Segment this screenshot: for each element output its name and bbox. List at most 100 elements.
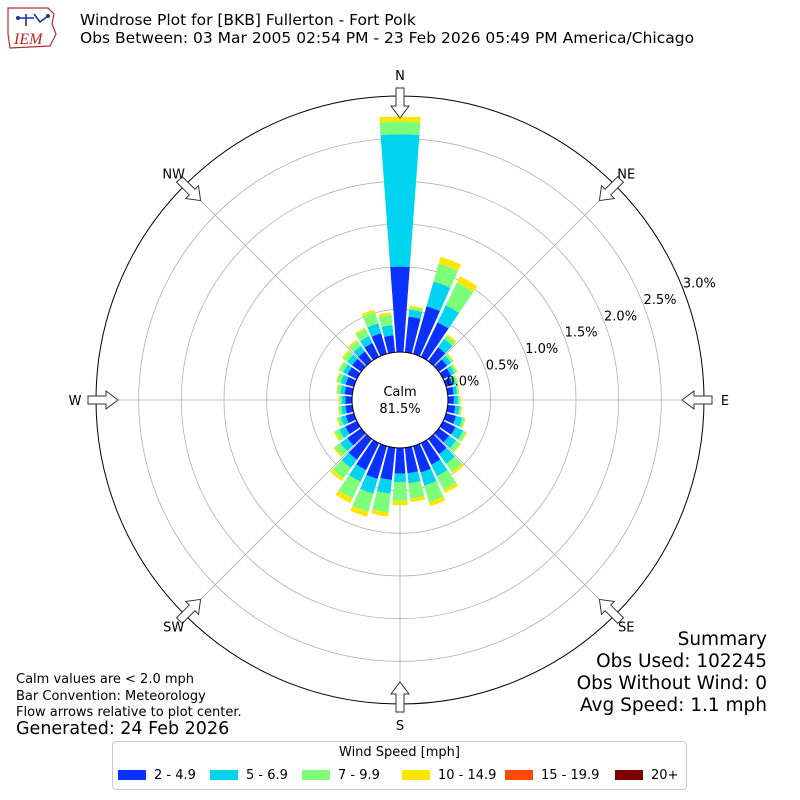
direction-label: SW <box>163 620 184 635</box>
windrose-bar-segment <box>334 443 348 457</box>
windrose-bar-segment <box>340 374 349 385</box>
windrose-bar-segment <box>450 426 464 440</box>
radial-tick-label: 1.0% <box>525 342 558 357</box>
windrose-bar-segment <box>336 384 339 394</box>
radial-tick-label: 1.5% <box>565 326 598 341</box>
radial-tick-labels: 0.0% 0.5% 1.0% 1.5% 2.0% 2.5% 3.0% <box>446 277 716 390</box>
legend-swatch <box>615 769 643 780</box>
windrose-bar-segment <box>443 482 459 494</box>
flow-arrow-icon <box>175 175 202 202</box>
windrose-bar-segment <box>439 420 456 435</box>
windrose-bar-segment <box>350 506 369 517</box>
windrose-bar-segment <box>371 509 389 517</box>
windrose-bar-segment <box>360 336 373 348</box>
windrose-bar-segment <box>431 459 448 477</box>
windrose-bar-segment <box>347 428 366 446</box>
windrose-bar-segment <box>339 361 348 373</box>
direction-label: N <box>395 69 405 84</box>
windrose-bar-segment <box>339 426 350 439</box>
windrose-bar-segment <box>458 430 467 442</box>
radial-tick-label: 2.5% <box>643 293 676 308</box>
windrose-bar-segment <box>376 477 392 494</box>
windrose-bar-segment <box>454 375 459 384</box>
windrose-bar-segment <box>348 434 372 460</box>
legend-swatch <box>118 769 146 780</box>
windrose-bar-segment <box>426 281 451 312</box>
windrose-bar-segment <box>460 432 468 442</box>
windrose-bar-segment <box>333 431 341 442</box>
legend: Wind Speed [mph] 2 - 4.9 5 - 6.9 7 - 9.9 10… <box>112 741 687 790</box>
direction-label: SE <box>618 620 634 635</box>
windrose-bar-segment <box>408 481 425 499</box>
windrose-bar-segment <box>337 406 341 416</box>
windrose-bar-segment <box>360 474 378 494</box>
calm-circle <box>351 351 449 449</box>
windrose-bar-segment <box>338 395 340 405</box>
windrose-bar-segment <box>441 355 452 366</box>
windrose-bar-segment <box>452 363 458 373</box>
windrose-bar-segment <box>381 325 394 337</box>
windrose-bar-segment <box>352 358 366 372</box>
windrose-bar-segment <box>452 463 464 475</box>
windrose-bar-segment <box>345 420 361 435</box>
flow-arrows <box>87 87 713 713</box>
chart-title: Windrose Plot for [BKB] Fullerton - Fort… <box>80 11 416 29</box>
windrose-bar-segment <box>348 339 358 348</box>
windrose-bar-segment <box>393 473 407 483</box>
generated-date: Generated: 24 Feb 2026 <box>16 719 230 739</box>
windrose-bar-segment <box>337 416 344 427</box>
legend-label: 5 - 6.9 <box>246 768 288 783</box>
windrose-bar-segment <box>345 376 357 387</box>
windrose-bar-segment <box>410 496 426 503</box>
windrose-bar-segment <box>349 464 367 482</box>
windrose-bar-segment <box>447 396 454 404</box>
windrose-bar-segment <box>420 468 437 486</box>
legend-label: 15 - 19.9 <box>541 768 600 783</box>
windrose-bar-segment <box>436 470 457 491</box>
windrose-bar-segment <box>379 121 421 136</box>
windrose-bar-segment <box>428 347 446 366</box>
windrose-bar-segment <box>408 309 423 319</box>
windrose-bar-segment <box>341 405 347 415</box>
legend-item: 5 - 6.9 <box>210 768 288 784</box>
windrose-bar-segment <box>352 488 374 512</box>
direction-label: NE <box>617 168 635 183</box>
summary-obs-without-wind: Obs Without Wind: 0 <box>576 673 767 694</box>
windrose-bar-segment <box>335 429 345 441</box>
windrose-bar-segment <box>459 395 461 405</box>
chart-subtitle: Obs Between: 03 Mar 2005 02:54 PM - 23 F… <box>80 29 695 47</box>
flow-arrow-icon <box>598 175 625 202</box>
windrose-bar-segment <box>445 282 474 314</box>
windrose-bar-segment <box>450 376 457 386</box>
windrose-bar-segment <box>335 372 340 383</box>
direction-label: E <box>721 394 729 409</box>
legend-swatch <box>210 769 238 780</box>
windrose-bar-segment <box>449 440 461 452</box>
windrose-bar-segment <box>453 395 459 405</box>
windrose-bar-segment <box>407 471 421 484</box>
windrose-bar-segment <box>439 447 455 464</box>
summary-obs-used: Obs Used: 102245 <box>596 651 767 672</box>
windrose-bar-segment <box>404 316 421 354</box>
windrose-bar-segment <box>424 481 444 503</box>
windrose-bar-segment <box>438 338 453 354</box>
legend-swatch <box>402 769 430 780</box>
legend-label: 2 - 4.9 <box>154 768 196 783</box>
windrose-bar-segment <box>433 263 459 288</box>
windrose-bar-segment <box>338 474 361 499</box>
windrose-bar-segment <box>457 385 460 395</box>
windrose-bar-segment <box>444 335 456 347</box>
windrose-bar-segment <box>459 406 463 416</box>
windrose-bar-segment <box>458 395 460 405</box>
windrose-bar-segment <box>413 306 440 357</box>
windrose-bar-segment <box>380 134 420 268</box>
windrose-bar-segment <box>392 500 408 506</box>
windrose-bar-segment <box>443 377 453 387</box>
windrose-bar-segment <box>354 327 366 335</box>
windrose-bar-segment <box>458 406 462 416</box>
windrose-bar-segment <box>420 322 449 361</box>
legend-item: 7 - 9.9 <box>302 768 380 784</box>
windrose-bar-segment <box>437 305 460 329</box>
windrose-bar-segment <box>345 413 357 424</box>
windrose-bar-segment <box>392 481 408 501</box>
